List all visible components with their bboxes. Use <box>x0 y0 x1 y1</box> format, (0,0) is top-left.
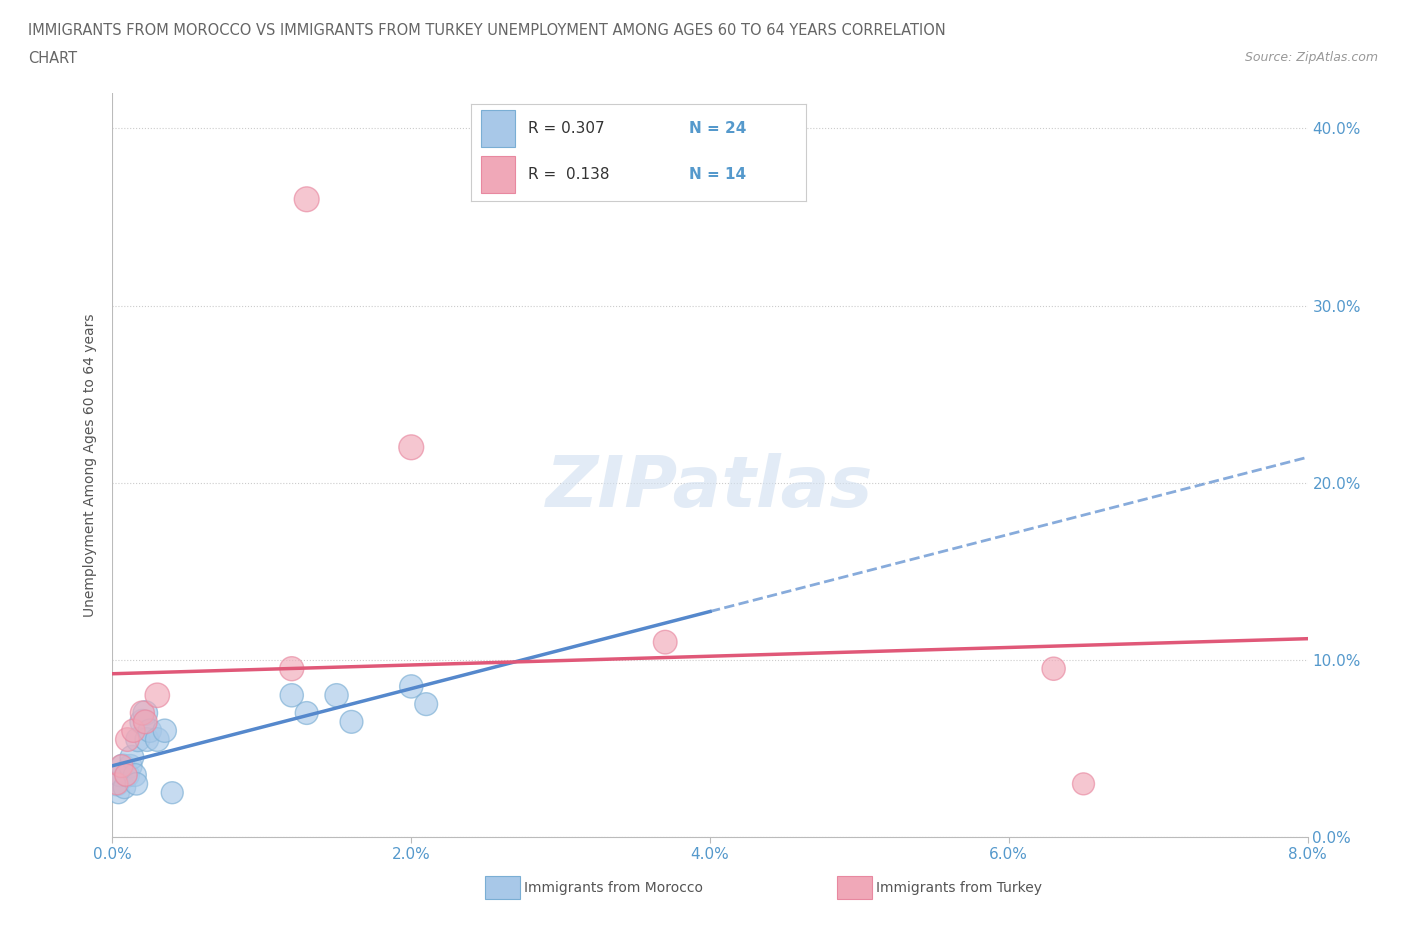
Point <box>114 780 135 795</box>
Text: Source: ZipAtlas.com: Source: ZipAtlas.com <box>1244 51 1378 64</box>
Text: Immigrants from Turkey: Immigrants from Turkey <box>876 881 1042 896</box>
Point <box>105 777 128 791</box>
Point <box>295 192 318 206</box>
Point <box>281 688 304 703</box>
Point <box>162 785 183 800</box>
Point <box>134 706 156 721</box>
Point <box>117 732 139 747</box>
Point <box>134 714 156 729</box>
Point <box>281 661 304 676</box>
Point <box>105 777 128 791</box>
Point <box>146 688 169 703</box>
Point <box>120 759 142 774</box>
Text: CHART: CHART <box>28 51 77 66</box>
Point <box>117 767 139 782</box>
Point <box>340 714 363 729</box>
Point <box>115 767 138 782</box>
Point <box>124 767 146 782</box>
Point <box>654 634 676 649</box>
Point <box>295 706 318 721</box>
Point <box>121 750 143 764</box>
Y-axis label: Unemployment Among Ages 60 to 64 years: Unemployment Among Ages 60 to 64 years <box>83 313 97 617</box>
Point <box>1042 661 1064 676</box>
Point <box>131 706 153 721</box>
Point <box>325 688 347 703</box>
Point <box>110 759 132 774</box>
Text: ZIPatlas: ZIPatlas <box>547 453 873 522</box>
Point <box>401 679 423 694</box>
Text: Immigrants from Morocco: Immigrants from Morocco <box>524 881 703 896</box>
Point <box>139 724 162 738</box>
Point <box>111 759 134 774</box>
Point <box>107 785 129 800</box>
Point <box>415 697 437 711</box>
Point <box>108 767 131 782</box>
Point <box>122 724 145 738</box>
Point <box>146 732 169 747</box>
Point <box>131 714 153 729</box>
Point <box>401 440 423 455</box>
Text: IMMIGRANTS FROM MOROCCO VS IMMIGRANTS FROM TURKEY UNEMPLOYMENT AMONG AGES 60 TO : IMMIGRANTS FROM MOROCCO VS IMMIGRANTS FR… <box>28 23 946 38</box>
Point <box>135 732 157 747</box>
Point <box>127 732 149 747</box>
Point <box>1073 777 1095 791</box>
Point <box>125 777 148 791</box>
Point <box>153 724 176 738</box>
